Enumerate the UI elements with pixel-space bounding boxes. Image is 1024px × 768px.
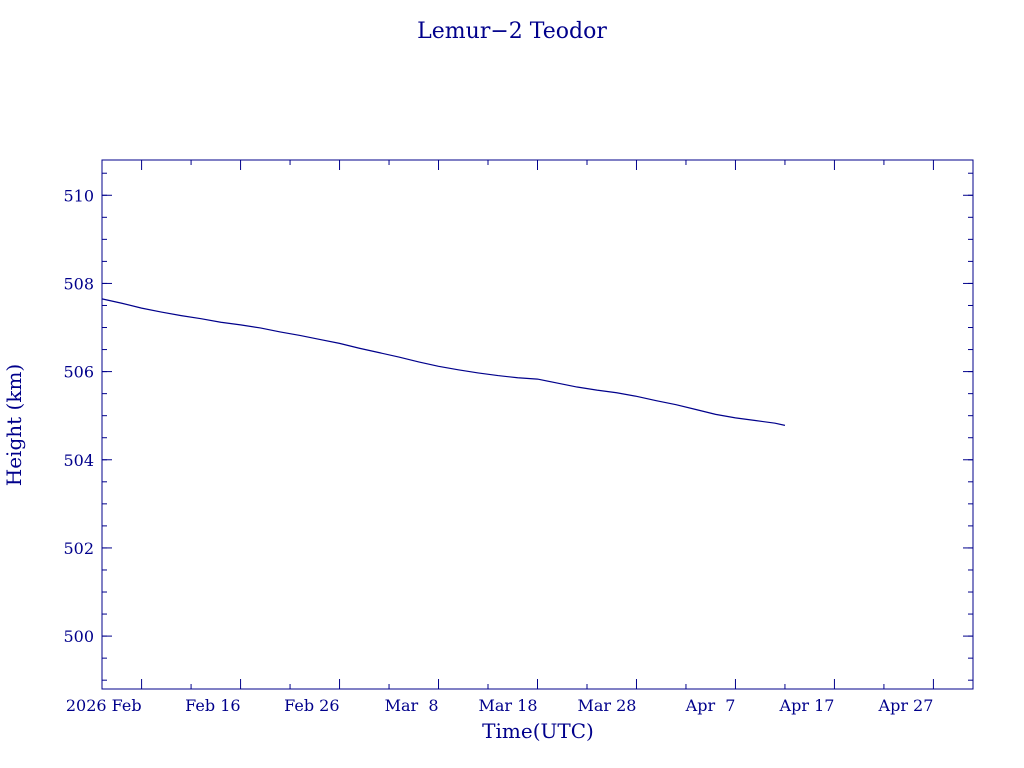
x-tick-labels: 2026 Feb Feb 16 Feb 26 Mar 8 Mar 18 Mar 28 Apr… [66,696,934,715]
series-line [101,298,786,426]
x-tick-label: Apr 7 [685,696,736,715]
y-tick-label: 502 [63,539,94,558]
x-tick-label: Feb 26 [284,696,339,715]
x-tick-label: Apr 27 [878,696,934,715]
y-axis-label: Height (km) [2,364,26,486]
major-ticks [102,160,973,689]
x-tick-label: Apr 17 [779,696,835,715]
plot-frame [101,159,974,690]
x-tick-label: 2026 Feb [66,696,142,715]
x-tick-label: Feb 16 [185,696,240,715]
x-axis-label: Time(UTC) [482,719,594,743]
y-tick-label: 500 [63,627,94,646]
x-tick-label: Mar 28 [577,696,636,715]
y-tick-label: 510 [63,186,94,205]
chart-title: Lemur−2 Teodor [417,19,607,44]
x-tick-label: Mar 8 [385,696,439,715]
y-tick-labels: 500 502 504 506 508 510 [63,186,94,646]
minor-ticks [102,160,973,689]
y-tick-label: 506 [63,363,94,382]
x-tick-label: Mar 18 [478,696,537,715]
y-tick-label: 508 [63,274,94,293]
y-tick-label: 504 [63,451,94,470]
